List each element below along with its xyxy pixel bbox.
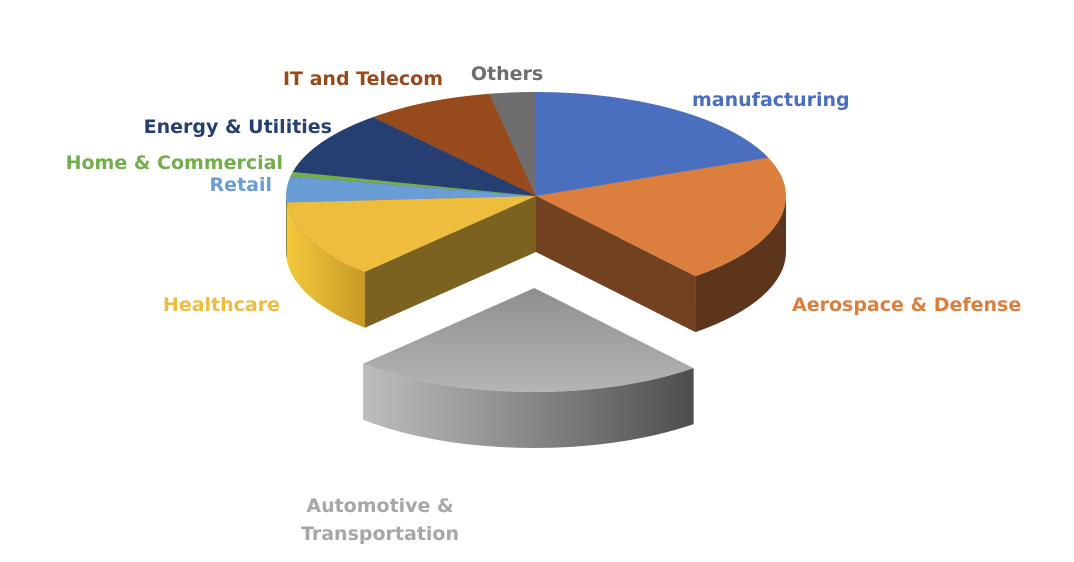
pie-slice-aerospace-defense[interactable] <box>536 157 786 333</box>
label-aerospace-defense: Aerospace & Defense <box>792 294 1021 316</box>
label-it-and-telecom: IT and Telecom <box>283 68 443 90</box>
label-home-commercial: Home & Commercial <box>66 152 283 174</box>
label-healthcare: Healthcare <box>163 294 280 316</box>
label-automotive-transportation: Automotive & Transportation <box>301 495 459 545</box>
pie-labels: manufacturing Aerospace & Defense Automoti… <box>66 63 1022 545</box>
label-manufacturing: manufacturing <box>692 89 850 111</box>
pie-slice-healthcare[interactable] <box>286 196 537 328</box>
pie-slice-automotive-transportation[interactable] <box>363 288 694 448</box>
pie-slices <box>286 91 786 448</box>
label-retail: Retail <box>210 174 272 196</box>
label-energy-utilities: Energy & Utilities <box>144 116 332 138</box>
label-others: Others <box>471 63 543 85</box>
